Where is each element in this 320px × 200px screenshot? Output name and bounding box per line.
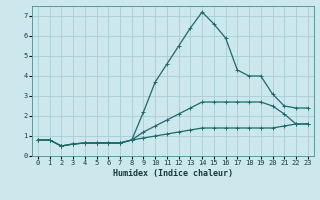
- X-axis label: Humidex (Indice chaleur): Humidex (Indice chaleur): [113, 169, 233, 178]
